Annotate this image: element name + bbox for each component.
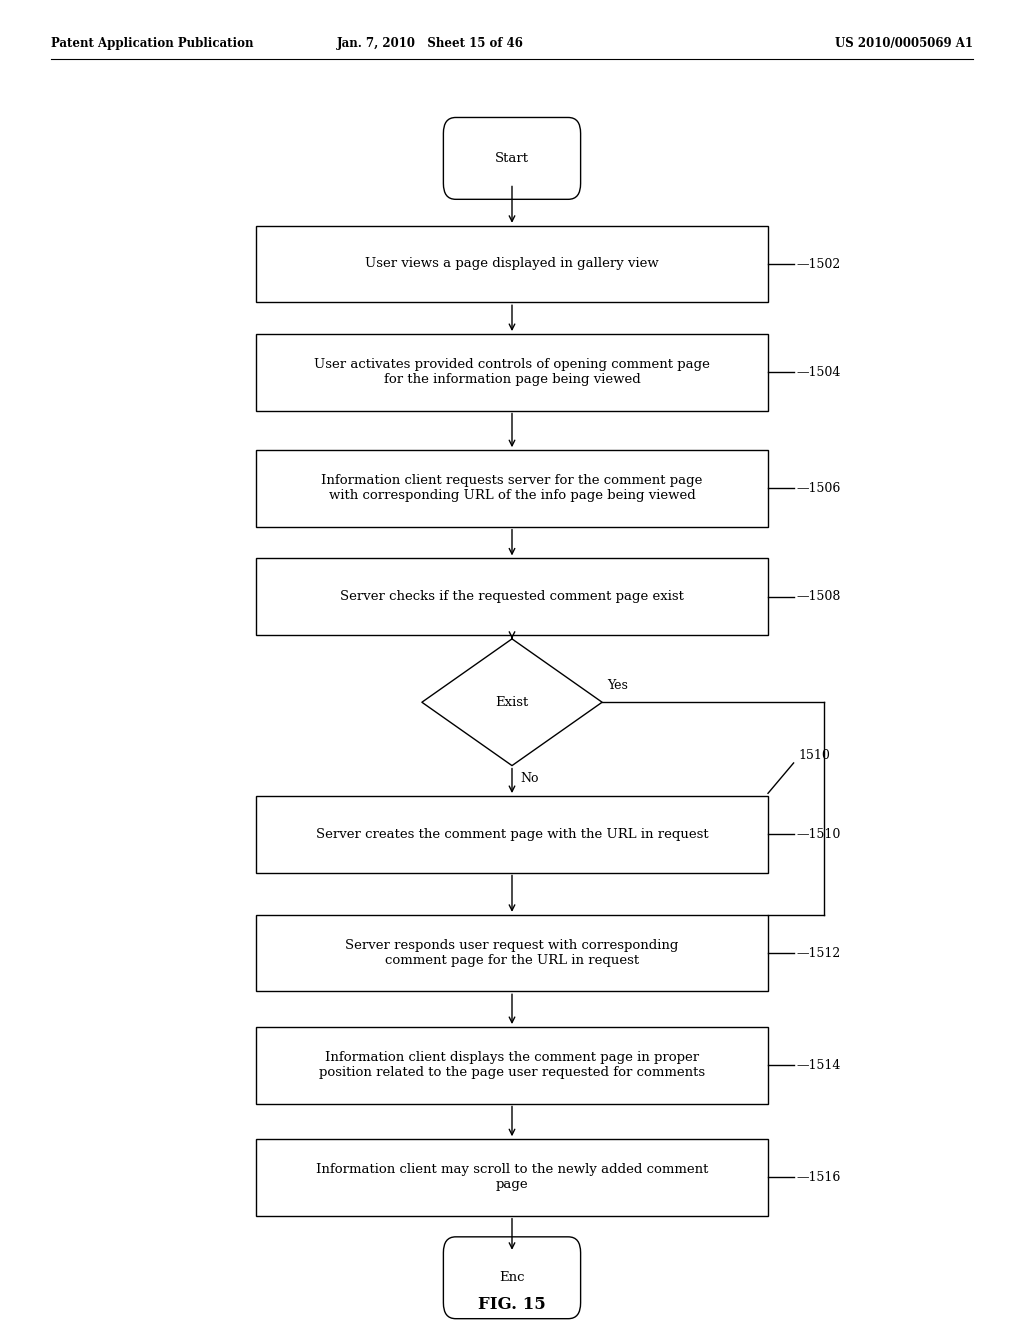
Text: Enc: Enc [500,1271,524,1284]
Text: Server checks if the requested comment page exist: Server checks if the requested comment p… [340,590,684,603]
Text: User activates provided controls of opening comment page
for the information pag: User activates provided controls of open… [314,358,710,387]
Text: User views a page displayed in gallery view: User views a page displayed in gallery v… [366,257,658,271]
Text: Server responds user request with corresponding
comment page for the URL in requ: Server responds user request with corres… [345,939,679,968]
FancyBboxPatch shape [443,1237,581,1319]
Text: —1504: —1504 [797,366,841,379]
Text: Yes: Yes [607,678,628,692]
Text: —1510: —1510 [797,828,841,841]
FancyBboxPatch shape [256,1027,768,1104]
FancyBboxPatch shape [256,450,768,527]
Text: Information client requests server for the comment page
with corresponding URL o: Information client requests server for t… [322,474,702,503]
Text: No: No [520,772,539,785]
FancyBboxPatch shape [256,796,768,873]
FancyBboxPatch shape [256,226,768,302]
Text: Start: Start [495,152,529,165]
Text: —1506: —1506 [797,482,841,495]
Text: Information client may scroll to the newly added comment
page: Information client may scroll to the new… [315,1163,709,1192]
Text: 1510: 1510 [799,748,830,762]
FancyBboxPatch shape [443,117,581,199]
FancyBboxPatch shape [256,915,768,991]
Text: —1512: —1512 [797,946,841,960]
Text: Information client displays the comment page in proper
position related to the p: Information client displays the comment … [318,1051,706,1080]
FancyBboxPatch shape [256,558,768,635]
Text: FIG. 15: FIG. 15 [478,1296,546,1313]
Text: Patent Application Publication: Patent Application Publication [51,37,254,50]
Text: —1516: —1516 [797,1171,841,1184]
Text: Exist: Exist [496,696,528,709]
FancyBboxPatch shape [256,334,768,411]
Text: Jan. 7, 2010   Sheet 15 of 46: Jan. 7, 2010 Sheet 15 of 46 [337,37,523,50]
Text: —1508: —1508 [797,590,841,603]
Text: US 2010/0005069 A1: US 2010/0005069 A1 [835,37,973,50]
Text: Server creates the comment page with the URL in request: Server creates the comment page with the… [315,828,709,841]
FancyBboxPatch shape [256,1139,768,1216]
Text: —1514: —1514 [797,1059,841,1072]
Text: —1502: —1502 [797,257,841,271]
